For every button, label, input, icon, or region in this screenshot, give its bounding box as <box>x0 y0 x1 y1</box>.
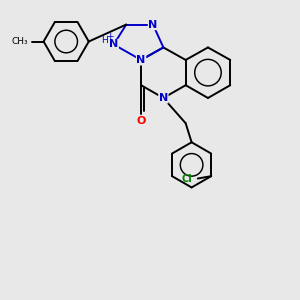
Text: +: + <box>106 32 114 41</box>
Text: N: N <box>136 55 146 65</box>
Text: N: N <box>148 20 158 30</box>
Text: CH₃: CH₃ <box>11 37 28 46</box>
Text: H: H <box>101 36 108 45</box>
Text: N: N <box>109 40 119 50</box>
Text: N: N <box>159 93 168 103</box>
Text: Cl: Cl <box>182 173 192 184</box>
Text: O: O <box>136 116 146 126</box>
